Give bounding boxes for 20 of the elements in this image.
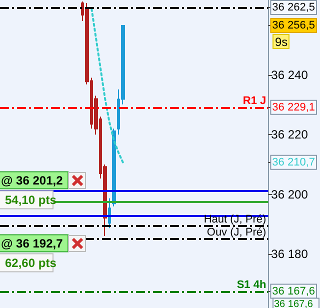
y-tick-label: 36 256,5	[272, 19, 316, 32]
ref-line-label: Haut (J, Pré)	[204, 214, 266, 226]
y-tick-label: 36 167,6	[272, 285, 316, 298]
ref-line-label: R1 J	[242, 94, 266, 107]
y-tick-label: 36 262,5	[272, 2, 316, 14]
y-tick-label: 36 200	[271, 187, 308, 202]
ref-line-label: S1 4h	[236, 278, 266, 291]
annotation: 62,60 pts	[5, 256, 57, 270]
ref-line-label: Ouv (J, Pré)	[206, 226, 266, 238]
y-tick-label: 36 210,7	[272, 156, 316, 168]
y-tick-label: 36 220	[271, 128, 308, 142]
y-tick-label: 36 180	[271, 247, 308, 262]
candlestick	[108, 198, 111, 229]
text: 9s	[275, 34, 288, 49]
annotation: 54,10 pts	[5, 192, 57, 207]
y-tick-label: 36 229,1	[272, 101, 316, 114]
ref-line-label: @ 36 192,7	[1, 236, 64, 250]
y-tick-label: 36 240	[271, 68, 308, 82]
line-series	[90, 8, 124, 164]
ref-line-label: @ 36 201,2	[1, 173, 64, 188]
